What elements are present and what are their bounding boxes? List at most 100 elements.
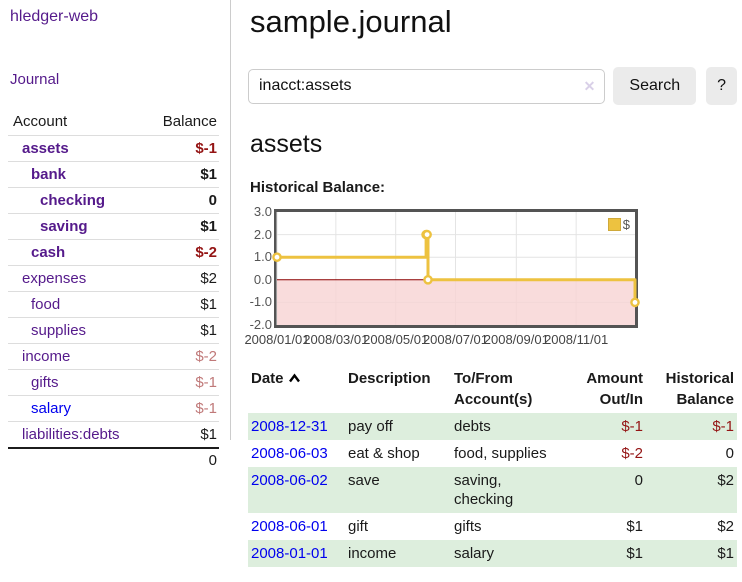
transaction-date-link[interactable]: 2008-12-31 [251,418,328,435]
register-accounts-cell: saving, checking [454,472,514,508]
sidebar-account-link-supplies[interactable]: supplies [31,322,87,339]
account-row: assets $-1 [8,135,219,162]
sidebar: hledger-web Journal Account Balance asse… [0,0,231,472]
account-balance: $1 [145,421,219,448]
accounts-total-row: 0 [8,447,219,472]
x-axis-tick-label: 2008/11/01 [544,332,609,347]
chart-heading: Historical Balance: [250,179,386,196]
sidebar-account-link-cash[interactable]: cash [31,244,66,261]
register-header-row: Date Description To/From Account(s) Amou… [248,365,737,413]
register-description-cell: gift [348,518,369,535]
register-date-cell: 2008-06-01 [248,513,345,540]
register-balance-cell: $2 [717,472,734,489]
register-amount-cell: $-2 [621,445,643,462]
register-date-cell: 2008-06-03 [248,440,345,467]
account-row: food $1 [8,291,219,318]
nav-journal-link[interactable]: Journal [10,71,60,88]
account-row: saving $1 [8,213,219,240]
register-accounts-cell: debts [454,418,491,435]
clear-search-icon[interactable]: ✕ [583,77,596,94]
register-balance-cell: 0 [725,445,734,462]
chart-canvas [272,212,640,325]
account-balance: $-2 [145,343,219,370]
sidebar-account-link-assets[interactable]: assets [22,140,69,157]
register-row: 2008-06-01 gift gifts $1 $2 [248,513,737,540]
accounts-table: Account Balance assets $-1 bank $1 checking 0… [8,109,219,472]
legend-swatch [607,218,621,231]
account-row: expenses $2 [8,265,219,292]
y-axis-tick-label: 2.0 [253,226,272,242]
search-input[interactable] [248,68,606,104]
register-description-cell: pay off [348,418,393,435]
transaction-date-link[interactable]: 2008-06-03 [251,445,328,462]
account-balance: $-1 [145,135,219,162]
account-row: income $-2 [8,343,219,370]
x-axis-tick-label: 2008/01/01 [244,332,310,347]
sort-ascending-icon [288,368,301,389]
transaction-date-link[interactable]: 2008-01-01 [251,545,328,562]
account-row: cash $-2 [8,239,219,266]
account-row: salary $-1 [8,395,219,422]
sidebar-account-link-checking[interactable]: checking [40,192,106,209]
register-row: 2008-12-31 pay off debts $-1 $-1 [248,413,737,440]
transaction-date-link[interactable]: 2008-06-01 [251,518,328,535]
register-accounts-cell: food, supplies [454,445,547,462]
account-row: bank $1 [8,161,219,188]
account-row: supplies $1 [8,317,219,344]
brand-link[interactable]: hledger-web [10,8,99,25]
sidebar-account-link-salary[interactable]: salary [31,400,72,417]
register-balance-cell: $1 [717,545,734,562]
register-description-cell: save [348,472,380,489]
x-axis-tick-label: 2008/07/01 [422,332,489,347]
register-table-body: 2008-12-31 pay off debts $-1 $-1 2008-06-03 ea… [248,413,737,567]
accounts-total-value: 0 [145,447,219,472]
register-header-balance: Historical Balance [665,370,734,408]
register-balance-cell: $2 [717,518,734,535]
y-axis-tick-label: -2.0 [249,317,272,332]
x-axis-tick-label: 2008/05/01 [363,332,429,347]
sidebar-account-link-liabilities-debts[interactable]: liabilities:debts [22,426,120,443]
transaction-date-link[interactable]: 2008-06-02 [251,472,328,489]
accounts-header-balance: Balance [162,113,217,130]
account-balance: $1 [145,213,219,240]
register-accounts-cell: gifts [454,518,482,535]
register-description-cell: income [348,545,397,562]
register-balance-cell: $-1 [712,418,734,435]
y-axis-tick-label: 3.0 [253,204,272,219]
sidebar-account-link-expenses[interactable]: expenses [22,270,87,287]
app-brand: hledger-web [10,8,230,26]
sidebar-account-link-gifts[interactable]: gifts [31,374,59,391]
search-button[interactable]: Search [613,67,697,105]
register-amount-cell: $1 [626,518,643,535]
account-balance: $-1 [145,369,219,396]
register-row: 2008-06-03 eat & shop food, supplies $-2 0 [248,440,737,467]
sidebar-account-link-income[interactable]: income [22,348,71,365]
y-axis-tick-label: 1.0 [253,249,272,265]
register-amount-cell: 0 [634,472,643,489]
register-accounts-cell: salary [454,545,495,562]
sidebar-account-link-bank[interactable]: bank [31,166,67,183]
account-balance: $-1 [145,395,219,422]
account-balance: $2 [145,265,219,292]
register-amount-cell: $-1 [621,418,643,435]
register-row: 2008-06-02 save saving, checking 0 $2 [248,467,737,513]
accounts-header-row: Account Balance [8,109,219,136]
x-axis-tick-label: 2008/09/01 [483,332,549,347]
register-amount-cell: $1 [626,545,643,562]
search-input-wrap: ✕ [248,68,606,104]
sidebar-account-link-saving[interactable]: saving [40,218,88,235]
register-row: 2008-01-01 income salary $1 $1 [248,540,737,567]
accounts-header-account: Account [13,113,68,130]
sidebar-account-link-food[interactable]: food [31,296,61,313]
register-table: Date Description To/From Account(s) Amou… [248,365,737,567]
register-header-date-label: Date [251,370,284,387]
historical-balance-chart: 3.0 2.0 1.0 0.0 -1.0 -2.0 $ 2008/01/01 2008/03… [244,204,737,349]
accounts-table-body: assets $-1 bank $1 checking 0 saving $1 cash $-2 e… [8,135,219,448]
chart-plot-area: $ [272,209,640,328]
sidebar-nav: Journal [10,71,230,88]
account-balance: $1 [145,317,219,344]
y-axis-tick-label: 0.0 [253,271,272,287]
help-button[interactable]: ? [706,67,737,105]
register-header-date[interactable]: Date [248,365,345,413]
search-bar: ✕ Search ? [248,67,737,105]
